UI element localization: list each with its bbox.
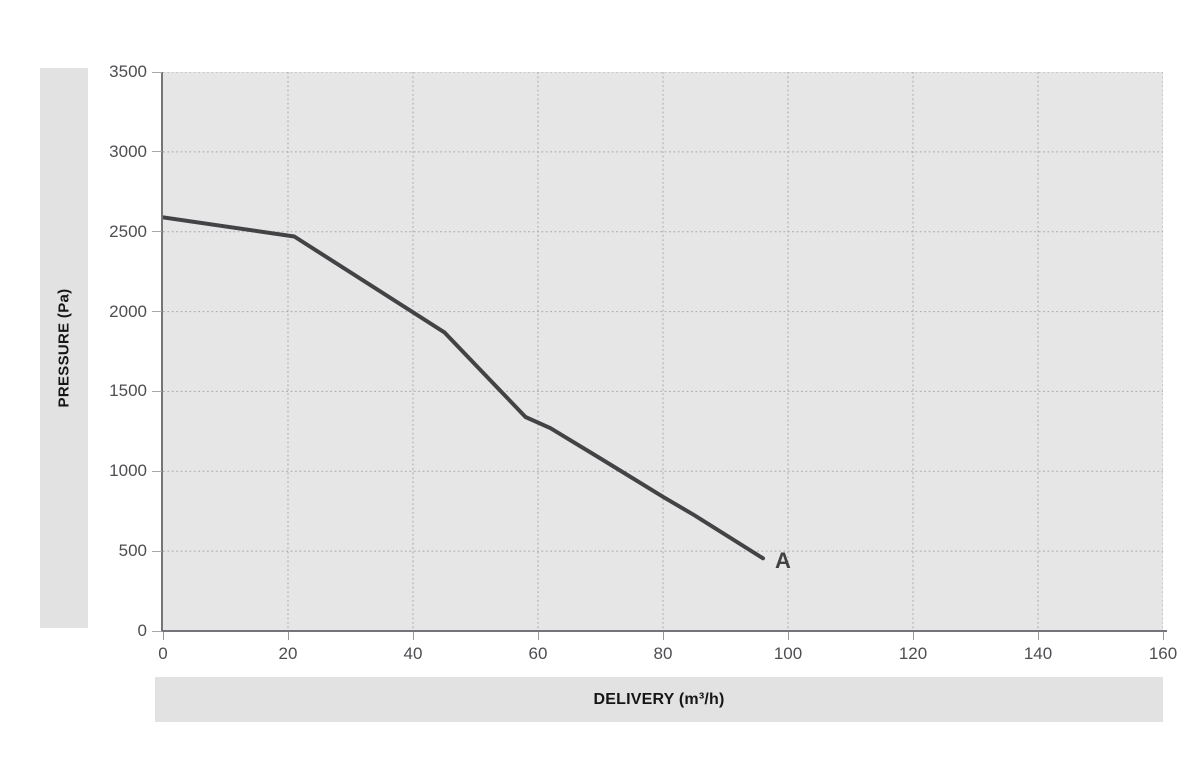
x-tick-label: 20 [278,644,298,663]
x-tick-mark [287,632,289,640]
y-tick-mark [152,71,162,73]
curve-and-grid-svg [163,72,1163,631]
x-tick-label: 0 [158,644,168,663]
x-axis-title-band: DELIVERY (m³/h) [155,677,1163,722]
x-tick-label: 160 [1148,644,1178,663]
y-tick-mark [152,311,162,313]
y-axis-line [161,72,163,632]
y-tick-mark [152,470,162,472]
y-tick-label: 1500 [109,381,147,401]
y-axis-title-band: PRESSURE (Pa) [40,68,88,628]
x-axis-line [161,630,1167,632]
y-tick-mark [152,630,162,632]
y-tick-mark [152,390,162,392]
x-tick-mark [412,632,414,640]
y-tick-label: 3500 [109,62,147,81]
x-tick-mark [1037,632,1039,640]
y-tick-label: 3000 [109,141,147,161]
x-tick-label: 140 [1023,644,1053,663]
y-tick-mark [152,550,162,552]
x-tick-mark [537,632,539,640]
y-tick-label: 1000 [109,461,147,481]
x-tick-label: 40 [403,644,423,663]
curve-end-label-a: A [775,548,791,574]
plot-area: A [163,72,1163,631]
performance-curve [163,215,765,561]
y-tick-label: 0 [137,621,147,640]
x-tick-label: 120 [898,644,928,663]
x-tick-mark [662,632,664,640]
y-axis-title: PRESSURE (Pa) [55,288,73,408]
y-tick-label: 500 [118,541,147,561]
x-tick-mark [912,632,914,640]
x-tick-label: 60 [528,644,548,663]
x-axis-title: DELIVERY (m³/h) [593,690,725,708]
x-tick-mark [787,632,789,640]
y-tick-label: 2000 [109,301,147,321]
x-tick-mark [162,632,164,640]
x-tick-label: 100 [773,644,803,663]
y-tick-mark [152,231,162,233]
x-tick-label: 80 [653,644,673,663]
x-tick-mark [1162,632,1164,640]
y-tick-label: 2500 [109,221,147,241]
y-tick-mark [152,151,162,153]
